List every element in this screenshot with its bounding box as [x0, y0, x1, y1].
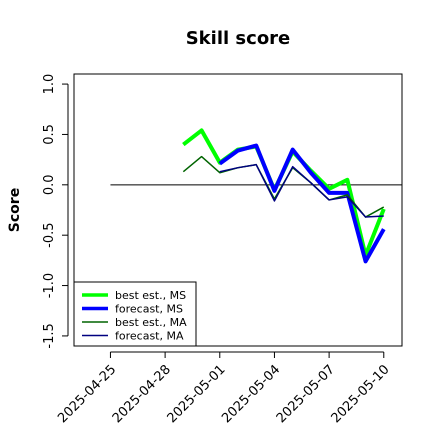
y-tick-label: -1.0 — [42, 273, 57, 298]
series-line-1 — [182, 128, 386, 258]
legend-label: best est., MA — [115, 316, 187, 329]
x-tick-label: 2025-05-10 — [329, 362, 393, 426]
legend-label: forecast, MA — [115, 330, 184, 343]
x-axis: 2025-04-252025-04-282025-05-012025-05-04… — [55, 351, 393, 426]
series-line-4 — [219, 163, 384, 218]
y-axis-label: Score — [7, 188, 23, 232]
plot-frame — [73, 73, 403, 347]
y-tick-label: 0.0 — [42, 174, 57, 195]
legend-label: forecast, MS — [115, 303, 183, 316]
y-axis: 1.0 0.5 0.0 -0.5 -1.0 -1.5 — [42, 74, 69, 349]
chart-title: Skill score — [186, 28, 291, 49]
legend-label: best est., MS — [115, 289, 186, 302]
series-layer — [182, 128, 386, 264]
y-tick-label: -1.5 — [42, 323, 57, 348]
y-tick-label: 1.0 — [42, 74, 57, 95]
series-line-2 — [218, 143, 386, 264]
y-tick-label: -0.5 — [42, 223, 57, 248]
y-tick-label: 0.5 — [42, 124, 57, 145]
